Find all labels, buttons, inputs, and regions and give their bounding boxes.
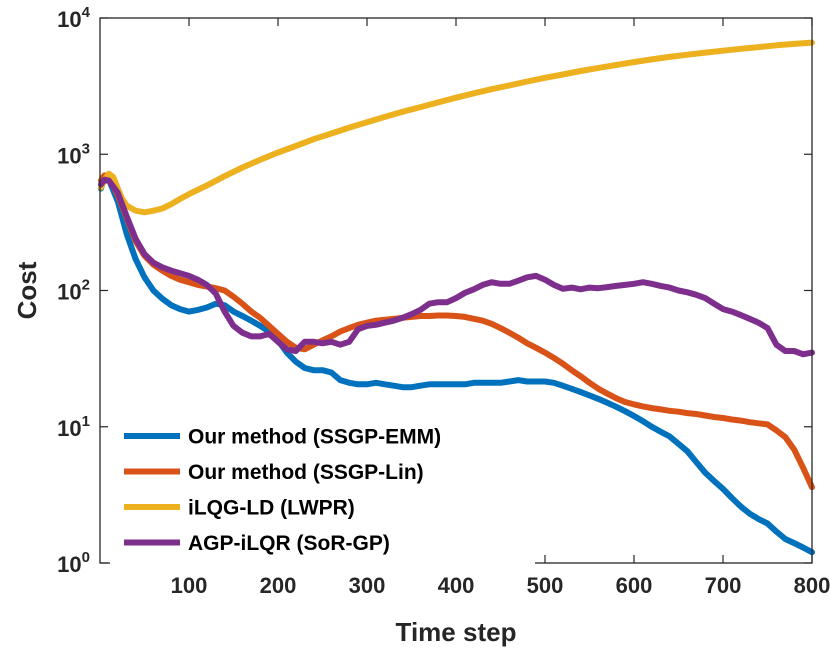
y-axis-title: Cost <box>12 261 42 319</box>
x-tick-label: 300 <box>349 573 386 598</box>
axis-ticks: 100 200 300 400 500 600 700 800 100 101 102 103 104 <box>57 4 830 598</box>
legend-label-3: iLQG-LD (LWPR) <box>188 497 355 520</box>
x-axis-title: Time step <box>396 617 517 647</box>
legend-label-2: Our method (SSGP-Lin) <box>188 461 424 484</box>
series-line-1 <box>97 174 815 556</box>
y-tick-label: 102 <box>57 277 90 305</box>
series-lines <box>97 39 815 556</box>
x-tick-label: 100 <box>171 573 208 598</box>
x-tick-label: 800 <box>794 573 830 598</box>
legend-label-4: AGP-iLQR (SoR-GP) <box>188 532 390 555</box>
y-tick-label: 100 <box>57 549 90 577</box>
series-line-4 <box>97 176 815 358</box>
y-tick-label: 104 <box>57 4 90 32</box>
x-tick-label: 500 <box>527 573 564 598</box>
x-tick-label: 600 <box>616 573 653 598</box>
y-tick-label: 101 <box>57 413 90 441</box>
legend-label-1: Our method (SSGP-EMM) <box>188 426 441 449</box>
y-tick-label: 103 <box>57 140 90 168</box>
legend-box <box>110 418 535 568</box>
series-line-3 <box>97 39 815 216</box>
x-tick-label: 700 <box>705 573 742 598</box>
legend: Our method (SSGP-EMM) Our method (SSGP-Li… <box>110 418 535 568</box>
x-tick-label: 200 <box>260 573 297 598</box>
x-tick-label: 400 <box>438 573 475 598</box>
